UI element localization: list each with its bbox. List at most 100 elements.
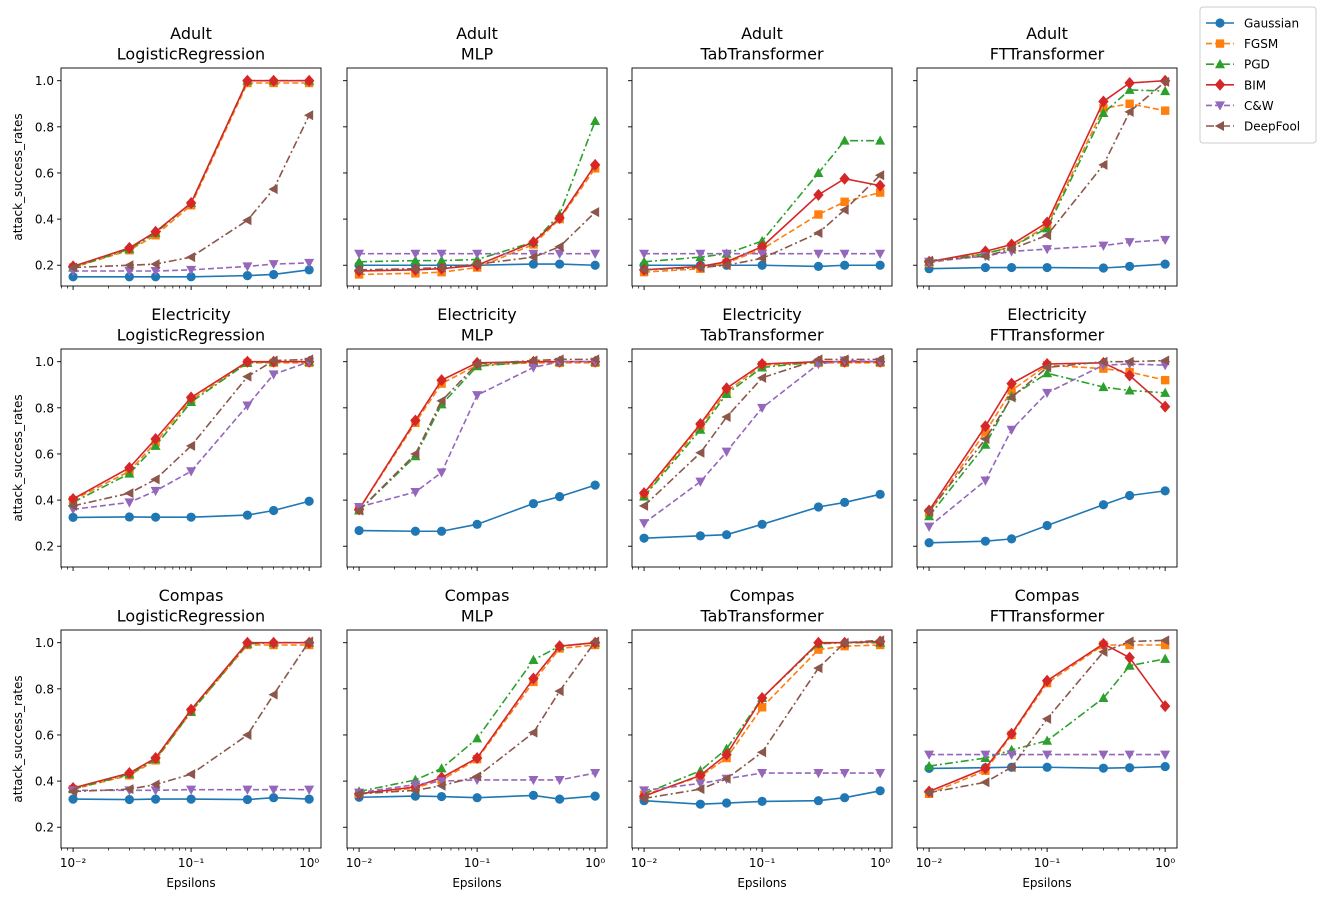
data-point-bim xyxy=(980,762,991,775)
data-point-c-w xyxy=(436,468,447,478)
data-point-c-w xyxy=(472,391,483,401)
data-point-gaussian xyxy=(1160,486,1170,496)
data-point-c-w xyxy=(1124,238,1135,248)
data-point-bim xyxy=(1159,700,1171,713)
data-point-fgsm xyxy=(1125,640,1134,650)
data-point-gaussian xyxy=(840,793,850,803)
series-line-fgsm xyxy=(72,82,310,269)
data-point-bim xyxy=(150,432,161,445)
data-point-bim xyxy=(268,74,279,87)
data-point-fgsm xyxy=(875,188,885,197)
data-point-c-w xyxy=(1124,750,1135,760)
series-c-w xyxy=(639,249,886,259)
data-point-c-w xyxy=(875,769,886,779)
data-point-c-w xyxy=(639,249,650,259)
data-point-gaussian xyxy=(875,786,885,796)
data-point-c-w xyxy=(436,249,447,259)
data-point-bim xyxy=(242,74,253,87)
subplot-title: FTTransformer xyxy=(990,45,1105,64)
data-point-deepfool xyxy=(1124,356,1134,367)
data-point-deepfool xyxy=(721,773,731,784)
data-point-deepfool xyxy=(1098,356,1108,367)
data-point-pgd xyxy=(875,135,886,145)
data-point-gaussian xyxy=(68,512,78,523)
data-point-deepfool xyxy=(436,395,446,406)
series-deepfool xyxy=(638,635,885,804)
data-point-deepfool xyxy=(150,259,160,270)
x-tick-label: 10⁻² xyxy=(631,856,658,870)
subplot-title: TabTransformer xyxy=(699,326,824,345)
axes-frame xyxy=(60,629,322,849)
subplot-title: Compas xyxy=(1015,586,1080,605)
y-tick-label: 0.6 xyxy=(35,447,54,461)
data-point-deepfool xyxy=(67,786,78,797)
data-point-pgd xyxy=(924,760,935,771)
data-point-gaussian xyxy=(840,260,850,270)
data-point-deepfool xyxy=(695,262,705,273)
data-point-deepfool xyxy=(554,354,564,365)
data-point-c-w xyxy=(354,249,365,259)
data-point-bim xyxy=(1124,76,1135,89)
data-point-deepfool xyxy=(813,354,823,365)
series-line-bim xyxy=(358,641,596,795)
x-tick-label: 10⁰ xyxy=(870,856,890,870)
data-point-c-w xyxy=(839,769,850,779)
data-point-c-w xyxy=(186,785,197,795)
series-c-w xyxy=(68,357,315,515)
data-point-c-w xyxy=(813,769,824,779)
y-axis-label: attack_success_rates xyxy=(11,394,25,521)
data-point-bim xyxy=(242,636,253,649)
data-point-c-w xyxy=(980,476,991,486)
data-point-deepfool xyxy=(1124,636,1134,647)
x-tick-label: 10⁻² xyxy=(916,856,943,870)
data-point-gaussian xyxy=(1160,259,1170,269)
x-axis-label: Epsilons xyxy=(1022,876,1071,890)
data-point-pgd xyxy=(150,440,161,450)
data-point-fgsm xyxy=(814,645,823,654)
legend-label: FGSM xyxy=(1244,37,1278,51)
subplot-adult-logisticregression: Adult LogisticRegression 0.2 0.4 0.6 0.8 1.0 at… xyxy=(11,24,322,290)
data-point-fgsm xyxy=(840,197,849,206)
data-point-deepfool xyxy=(303,636,314,647)
subplot-compas-mlp: Compas MLP 10⁻² 10⁻¹ 10⁰ Epsilons xyxy=(343,586,608,890)
series-line-bim xyxy=(72,360,310,500)
data-point-gaussian xyxy=(1160,761,1170,772)
legend-marker xyxy=(1214,121,1224,131)
series-deepfool xyxy=(923,355,1170,517)
data-point-deepfool xyxy=(528,252,538,263)
data-point-bim xyxy=(813,636,824,649)
series-gaussian xyxy=(354,790,600,804)
data-point-c-w xyxy=(1006,750,1017,760)
series-c-w xyxy=(354,249,601,259)
data-point-deepfool xyxy=(471,771,482,782)
data-point-gaussian xyxy=(1042,762,1052,772)
data-point-c-w xyxy=(721,447,732,457)
axes-frame xyxy=(631,67,893,287)
data-point-gaussian xyxy=(695,799,706,809)
series-line-fgsm xyxy=(643,362,881,496)
data-point-deepfool xyxy=(303,354,314,365)
data-point-deepfool xyxy=(874,354,885,365)
data-point-gaussian xyxy=(721,798,732,808)
data-point-gaussian xyxy=(757,260,767,270)
data-point-gaussian xyxy=(269,269,279,280)
data-point-c-w xyxy=(1042,388,1053,399)
y-tick-label: 0.8 xyxy=(35,682,54,696)
legend-entry-bim: BIM xyxy=(1206,78,1266,92)
data-point-deepfool xyxy=(1159,635,1170,646)
data-point-gaussian xyxy=(410,526,421,536)
data-point-deepfool xyxy=(1098,159,1108,170)
data-point-bim xyxy=(124,241,135,254)
series-c-w xyxy=(924,359,1171,532)
subplot-title: Adult xyxy=(741,24,783,43)
data-point-fgsm xyxy=(1125,99,1134,108)
series-fgsm xyxy=(354,358,600,514)
axes-frame xyxy=(60,67,322,287)
series-deepfool xyxy=(67,636,314,797)
x-tick-label: 10⁻² xyxy=(60,856,87,870)
subplot-electricity-tabtransformer: Electricity TabTransformer xyxy=(628,305,893,571)
x-tick-label: 10⁰ xyxy=(585,856,605,870)
data-point-c-w xyxy=(875,249,886,259)
data-point-c-w xyxy=(150,486,161,497)
data-point-deepfool xyxy=(813,227,823,238)
